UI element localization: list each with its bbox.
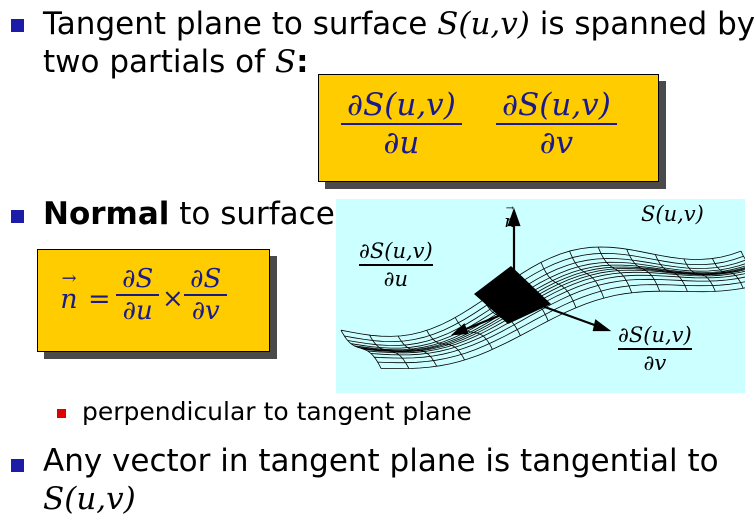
bullet-1-text: Tangent plane to surface (43, 6, 438, 42)
mesh-line (340, 246, 742, 337)
normal-vector-symbol: → n (58, 268, 80, 315)
vector-arrow: → (61, 268, 77, 289)
figure-partial-u-label: ∂S(u,v) ∂u (359, 239, 433, 291)
surface-S-symbol: S (274, 44, 297, 80)
colon: : (296, 44, 309, 80)
tangent-vector-u (450, 309, 512, 336)
du-denominator: ∂u (122, 296, 153, 326)
dS-du-fraction: ∂S ∂u (116, 264, 160, 326)
partial-u-fraction: ∂S(u,v) ∂u (341, 87, 462, 161)
figure-normal-arrow: → (505, 203, 515, 214)
figure-du-denominator: ∂u (383, 266, 409, 291)
normal-heading: Normal (43, 196, 170, 232)
mesh-line (626, 249, 660, 292)
fraction-bar (184, 294, 228, 296)
mesh-line (569, 250, 605, 299)
fraction-bar (341, 123, 462, 125)
bullet-marker (11, 459, 24, 472)
mesh-line (654, 254, 688, 292)
surface-symbol: S(u,v) (43, 481, 136, 517)
bullet-2-text: to surface (169, 196, 335, 232)
sub-bullet-text: perpendicular to tangent plane (82, 397, 472, 426)
mesh-line (712, 258, 744, 289)
bullet-marker (11, 210, 24, 223)
dS-numerator: ∂S (190, 264, 222, 294)
figure-dv-numerator: ∂S(u,v) (618, 323, 692, 347)
sub-bullet-marker (57, 409, 66, 418)
partials-formula-box: ∂S(u,v) ∂u ∂S(u,v) ∂v (318, 74, 659, 182)
fraction-bar (496, 123, 617, 125)
bullet-3-line-1: Any vector in tangent plane is tangentia… (43, 443, 719, 479)
normal-formula-box: → n = ∂S ∂u × ∂S ∂v (37, 249, 270, 352)
equals-sign: = (88, 284, 111, 315)
dS-dv-fraction: ∂S ∂v (184, 264, 228, 326)
sub-bullet-line: perpendicular to tangent plane (82, 397, 472, 427)
n-symbol: n (60, 284, 78, 315)
partial-v-denominator: ∂v (539, 125, 574, 161)
figure-partial-v-label: ∂S(u,v) ∂v (618, 323, 692, 375)
partial-v-fraction: ∂S(u,v) ∂v (496, 87, 617, 161)
mesh-line (369, 335, 410, 369)
mesh-line (426, 330, 465, 361)
bullet-1-text-2: two partials of (43, 44, 275, 80)
mesh-line (540, 262, 577, 308)
dv-denominator: ∂v (191, 296, 220, 326)
surface-symbol: S(u,v) (437, 6, 530, 42)
bullet-1-line-2: two partials of S: (43, 44, 309, 80)
tangent-plane-patch (474, 266, 551, 324)
figure-normal-label: → n (504, 203, 516, 232)
partial-v-numerator: ∂S(u,v) (502, 87, 611, 123)
mesh-line (380, 287, 745, 370)
mesh-line (397, 335, 438, 367)
cross-product-sign: × (162, 284, 184, 314)
surface-figure: S(u,v) → n ∂S(u,v) ∂u ∂S(u,v) ∂v (336, 199, 745, 393)
mesh-line (597, 246, 633, 293)
figure-du-numerator: ∂S(u,v) (359, 239, 433, 263)
fraction-bar (359, 264, 433, 266)
surface-mesh (340, 246, 745, 370)
bullet-2-line: Normal to surface (43, 196, 335, 232)
bullet-3-line-2: S(u,v) (43, 481, 136, 517)
figure-n-symbol: n (504, 211, 516, 232)
bullet-3-text: Any vector in tangent plane is tangentia… (43, 443, 719, 479)
dS-numerator: ∂S (122, 264, 154, 294)
surface-mesh-drawing (340, 207, 745, 370)
normal-vector-arrow (507, 207, 521, 294)
fraction-bar (116, 294, 160, 296)
figure-surface-label: S(u,v) (641, 202, 704, 226)
bullet-marker (11, 19, 24, 32)
partial-u-denominator: ∂u (383, 125, 420, 161)
bullet-1-line-1: Tangent plane to surface S(u,v) is spann… (43, 6, 754, 42)
fraction-bar (618, 348, 692, 350)
figure-dv-denominator: ∂v (643, 350, 667, 375)
mesh-line (340, 330, 382, 369)
bullet-1-text-end: is spanned by (529, 6, 754, 42)
mesh-line (683, 258, 716, 292)
tangent-vector-v (530, 300, 612, 332)
partial-u-numerator: ∂S(u,v) (347, 87, 456, 123)
